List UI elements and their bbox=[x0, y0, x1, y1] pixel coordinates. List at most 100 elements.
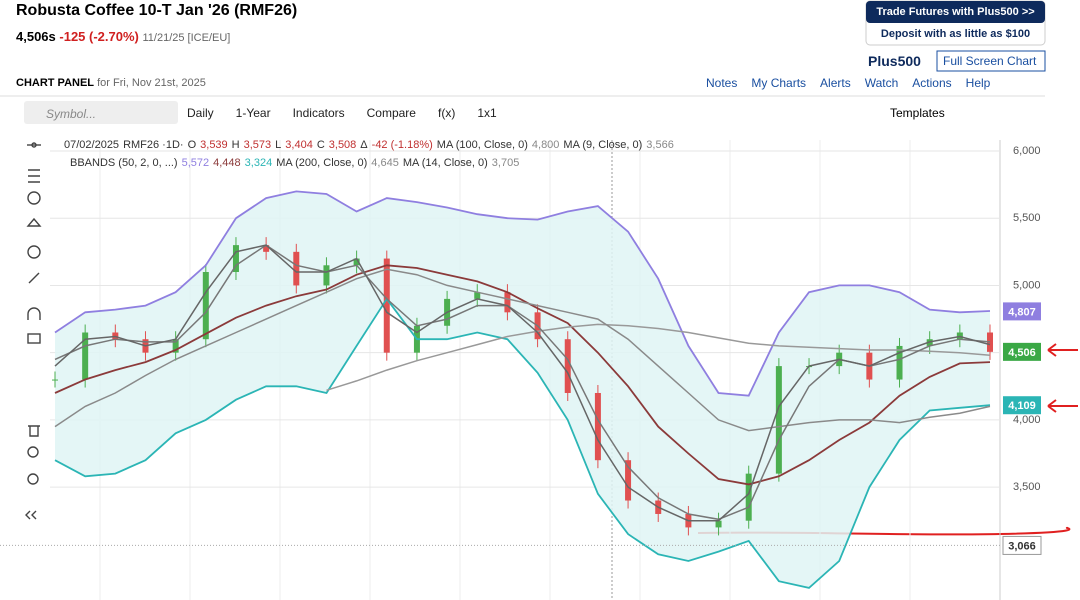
price-tag bbox=[1002, 535, 1042, 555]
legend-item: 4,448 bbox=[213, 157, 241, 169]
link: Actions bbox=[912, 76, 952, 90]
series-line bbox=[54, 264, 991, 486]
legend-item: BBANDS (50, 2, 0, ...) bbox=[70, 157, 178, 169]
candle bbox=[625, 460, 632, 501]
candle bbox=[594, 392, 601, 461]
series-line bbox=[54, 297, 991, 589]
legend-item: RMF26 ·1D· bbox=[123, 139, 184, 151]
series-line bbox=[326, 323, 991, 392]
templates[interactable]: Templates bbox=[890, 106, 945, 120]
legend-item: MA (14, Close, 0) bbox=[402, 157, 488, 169]
candle bbox=[353, 258, 360, 266]
legend-item: O bbox=[187, 139, 197, 151]
candle bbox=[323, 265, 330, 286]
legend-item: 5,572 bbox=[181, 157, 210, 169]
ad-banner[interactable] bbox=[866, 1, 1045, 23]
full-screen[interactable]: Full Screen Chart bbox=[943, 54, 1037, 68]
y-tick-label: 5,500 bbox=[1013, 212, 1041, 224]
price: 4,506s bbox=[16, 29, 56, 44]
price-tag bbox=[1003, 396, 1041, 415]
price-tag bbox=[1003, 342, 1041, 361]
tool: Compare bbox=[366, 106, 416, 120]
legend-item: Δ bbox=[360, 139, 368, 151]
price-tag bbox=[1003, 302, 1041, 321]
brand: Plus500 bbox=[868, 53, 921, 69]
panel-date: for Fri, Nov 21st, 2025 bbox=[97, 77, 206, 89]
tool: Indicators bbox=[292, 106, 345, 120]
candle bbox=[745, 473, 752, 521]
legend-item: H bbox=[231, 139, 240, 151]
candle bbox=[82, 332, 89, 380]
search-box[interactable] bbox=[24, 101, 178, 124]
price-tag-label: 3,066 bbox=[1008, 540, 1036, 552]
legend-item: 3,404 bbox=[285, 139, 313, 151]
candle bbox=[202, 272, 209, 340]
candle bbox=[715, 520, 722, 528]
candle bbox=[504, 292, 511, 313]
change: -125 (-2.70%) bbox=[59, 29, 139, 44]
quote-date: 11/21/25 [ICE/EU] bbox=[142, 32, 231, 44]
legend-row: BBANDS (50, 2, 0, ...) 5,572 4,448 3,324 MA … bbox=[70, 157, 523, 169]
candle bbox=[474, 292, 481, 299]
candle bbox=[775, 366, 782, 474]
quote: 4,506s -125 (-2.70%) 11/21/25 [ICE/EU] bbox=[16, 29, 230, 44]
tool: f(x) bbox=[437, 106, 456, 120]
search[interactable]: Symbol... bbox=[46, 107, 97, 121]
legend-item: 3,508 bbox=[328, 139, 357, 151]
candle bbox=[987, 332, 993, 352]
legend-item: 3,705 bbox=[491, 157, 520, 169]
legend-item: 3,573 bbox=[243, 139, 272, 151]
panel: CHART PANEL for Fri, Nov 21st, 2025 bbox=[16, 77, 206, 89]
y-tick-label: 4,000 bbox=[1013, 414, 1041, 426]
price-tag-label: 4,506 bbox=[1008, 347, 1036, 359]
legend-item: 4,645 bbox=[371, 157, 399, 169]
tool: 1-Year bbox=[235, 106, 271, 120]
legend-item: MA (200, Close, 0) bbox=[276, 157, 368, 169]
link: Alerts bbox=[820, 76, 851, 90]
band-fill bbox=[55, 191, 990, 588]
series-line bbox=[54, 268, 991, 432]
toolbar: Daily 1-Year Indicators Compare f(x) 1x1 bbox=[187, 106, 519, 120]
ad-line1[interactable]: Trade Futures with Plus500 >> bbox=[876, 6, 1035, 18]
candle bbox=[52, 379, 58, 381]
tool: 1x1 bbox=[477, 106, 497, 120]
y-tick-label: 6,000 bbox=[1013, 145, 1041, 157]
price-tag-label: 4,109 bbox=[1008, 400, 1036, 412]
legend-item: 3,539 bbox=[200, 139, 228, 151]
legend-item: 07/02/2025 bbox=[64, 139, 120, 151]
legend-item: 3,324 bbox=[244, 157, 273, 169]
link: Help bbox=[965, 76, 991, 90]
candle bbox=[383, 258, 390, 353]
candle bbox=[263, 245, 270, 252]
link: Watch bbox=[864, 76, 899, 90]
tool: Daily bbox=[187, 106, 214, 120]
y-tick-label: 3,500 bbox=[1013, 481, 1041, 493]
candle bbox=[293, 251, 300, 286]
legend-item: 3,566 bbox=[646, 139, 674, 151]
links: Notes My Charts Alerts Watch Actions Help bbox=[706, 76, 1004, 90]
full-screen-button[interactable] bbox=[936, 50, 1046, 72]
series-line bbox=[54, 244, 991, 522]
ad-line2[interactable]: Deposit with as little as $100 bbox=[880, 28, 1031, 40]
y-tick-label: 5,000 bbox=[1013, 279, 1041, 291]
candle bbox=[896, 345, 903, 380]
legend-row: 07/02/2025 RMF26 ·1D· O 3,539 H 3,573 L 3,404 C 3… bbox=[64, 139, 678, 151]
panel-label: CHART PANEL bbox=[16, 77, 95, 89]
candle bbox=[172, 339, 179, 353]
link: Notes bbox=[706, 76, 738, 90]
left-icons bbox=[25, 142, 42, 520]
title: Robusta Coffee 10-T Jan '26 (RMF26) bbox=[16, 2, 298, 19]
legend-item: 4,800 bbox=[531, 139, 560, 151]
candle bbox=[232, 245, 239, 273]
legend-item: MA (9, Close, 0) bbox=[563, 139, 643, 151]
legend-item: -42 (-1.18%) bbox=[371, 139, 433, 151]
series-line bbox=[54, 244, 991, 521]
link: My Charts bbox=[751, 76, 807, 90]
legend-item: L bbox=[275, 139, 282, 151]
candle bbox=[564, 339, 571, 393]
series-line bbox=[54, 190, 991, 397]
legend-item: MA (100, Close, 0) bbox=[436, 139, 528, 151]
legend-item: C bbox=[316, 139, 325, 151]
